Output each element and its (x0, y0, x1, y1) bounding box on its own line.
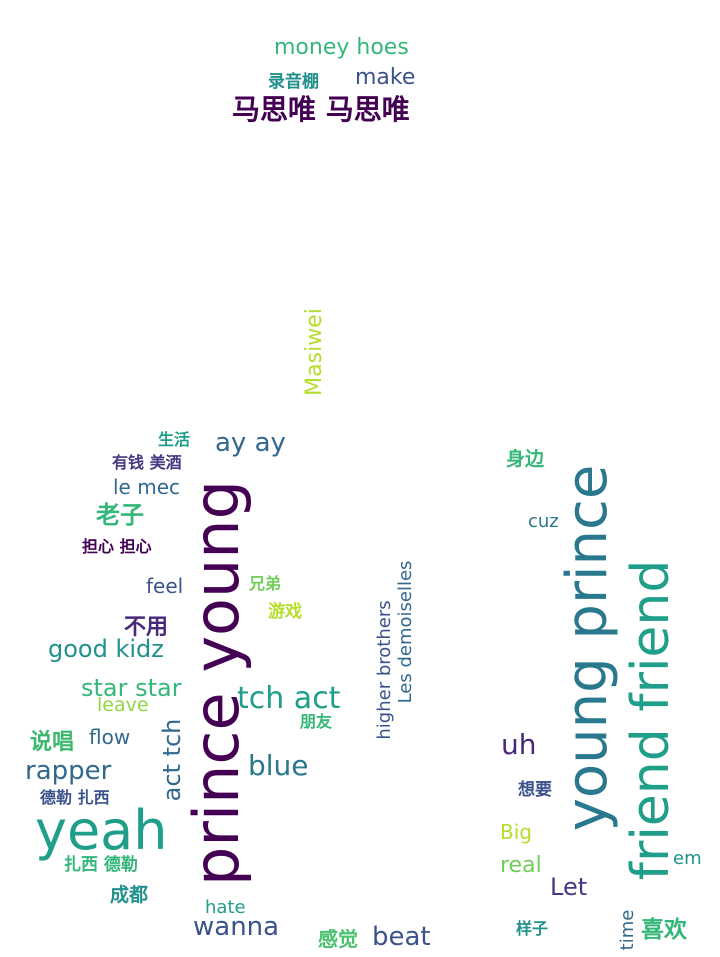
word-time-47: time (617, 909, 638, 951)
word-cjk-28: 扎西 德勒 (64, 855, 138, 875)
word-good-kidz-16: good kidz (48, 635, 164, 663)
word-ay-ay-6: ay ay (215, 428, 286, 458)
word-cjk-36: 身边 (506, 448, 545, 470)
word-cjk-26: 德勒 扎西 (40, 788, 110, 807)
word-tch-act-19: tch act (237, 681, 341, 716)
word-friend-friend-39: friend friend (621, 559, 681, 881)
word-cjk-41: 想要 (518, 780, 552, 800)
word-cjk-15: 不用 (124, 614, 169, 640)
word-money-hoes-0: money hoes (274, 35, 409, 60)
word-higher-brothers-34: higher brothers (374, 600, 395, 740)
word-wanna-31: wanna (193, 912, 280, 942)
word-blue-24: blue (248, 749, 309, 782)
word-cjk-48: 喜欢 (641, 916, 687, 943)
word-les-demoiselles-35: Les demoiselles (395, 560, 416, 704)
word-cuz-37: cuz (528, 511, 559, 532)
word-rapper-25: rapper (25, 756, 112, 786)
word-cjk-46: 样子 (516, 919, 549, 938)
word-le-mec-8: le mec (113, 475, 181, 499)
word-cjk-7: 有钱 美酒 (112, 453, 182, 472)
word-uh-40: uh (501, 728, 537, 761)
word-cjk-5: 生活 (158, 430, 191, 449)
word-cjk-9: 老子 (96, 500, 144, 529)
word-cjk-21: 说唱 (30, 729, 75, 755)
word-beat-33: beat (372, 922, 431, 952)
word-make-2: make (355, 65, 416, 90)
word-cjk-14: 游戏 (268, 602, 302, 622)
word-hate-30: hate (205, 897, 246, 918)
word-em-45: em (673, 848, 702, 869)
word-cjk-29: 成都 (110, 884, 149, 906)
word-star-star-17: star star (81, 674, 182, 702)
word-cjk-10: 担心 担心 (82, 537, 152, 556)
word-real-43: real (500, 853, 542, 878)
word-feel-12: feel (146, 574, 184, 598)
word-flow-22: flow (89, 725, 131, 749)
word-yeah-27: yeah (35, 799, 168, 862)
word-young-prince-38: young prince (555, 464, 620, 832)
word-masiwei-4: Masiwei (302, 308, 327, 396)
word-cjk-3: 马思唯 马思唯 (232, 93, 410, 126)
word-act-tch-23: act tch (158, 718, 186, 802)
word-big-42: Big (500, 820, 532, 844)
word-cjk-13: 兄弟 (249, 574, 282, 593)
word-cjk-32: 感觉 (318, 927, 358, 951)
word-leave-18: leave (97, 694, 149, 716)
word-let-44: Let (550, 873, 588, 901)
word-cjk-1: 录音棚 (268, 72, 319, 92)
word-cjk-20: 朋友 (300, 712, 333, 731)
